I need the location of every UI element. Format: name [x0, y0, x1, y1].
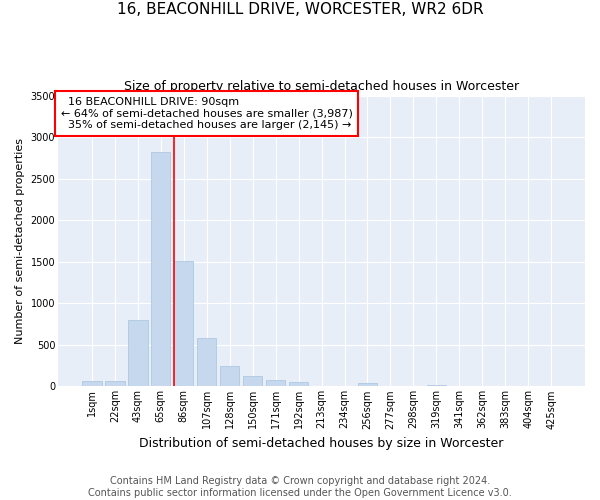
Text: 16 BEACONHILL DRIVE: 90sqm
← 64% of semi-detached houses are smaller (3,987)
  3: 16 BEACONHILL DRIVE: 90sqm ← 64% of semi… — [61, 97, 353, 130]
Bar — [220, 366, 239, 386]
Bar — [427, 384, 446, 386]
Bar — [358, 383, 377, 386]
Text: Contains HM Land Registry data © Crown copyright and database right 2024.
Contai: Contains HM Land Registry data © Crown c… — [88, 476, 512, 498]
Bar — [105, 380, 125, 386]
Title: Size of property relative to semi-detached houses in Worcester: Size of property relative to semi-detach… — [124, 80, 519, 93]
Bar — [174, 261, 193, 386]
Bar — [128, 320, 148, 386]
X-axis label: Distribution of semi-detached houses by size in Worcester: Distribution of semi-detached houses by … — [139, 437, 504, 450]
Bar — [82, 382, 101, 386]
Y-axis label: Number of semi-detached properties: Number of semi-detached properties — [15, 138, 25, 344]
Text: 16, BEACONHILL DRIVE, WORCESTER, WR2 6DR: 16, BEACONHILL DRIVE, WORCESTER, WR2 6DR — [116, 2, 484, 18]
Bar — [151, 152, 170, 386]
Bar — [289, 382, 308, 386]
Bar — [266, 380, 286, 386]
Bar — [197, 338, 217, 386]
Bar — [243, 376, 262, 386]
